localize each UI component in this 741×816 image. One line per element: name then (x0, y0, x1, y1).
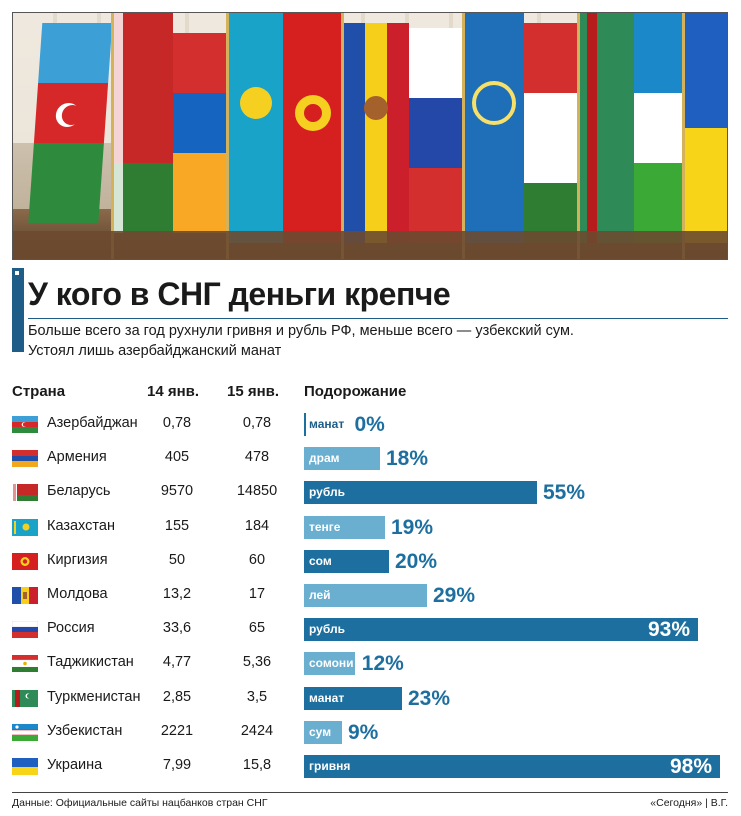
country-name: Узбекистан (47, 723, 123, 739)
flag-icon (12, 450, 38, 467)
rate-jan14: 9570 (160, 483, 194, 499)
title-accent-bar (12, 268, 24, 352)
rate-jan14: 13,2 (162, 586, 192, 602)
chart-title: У кого в СНГ деньги крепче (28, 276, 451, 312)
flags-illustration (13, 13, 727, 259)
flag-icon (12, 587, 38, 604)
header-country: Страна (12, 383, 66, 400)
title-underline (28, 318, 728, 319)
flag-icon (12, 758, 38, 775)
percent-label: 18% (386, 447, 429, 470)
bar (304, 447, 380, 470)
rate-jan15: 15,8 (242, 757, 272, 773)
country-name: Киргизия (47, 552, 108, 568)
rate-jan14: 2221 (160, 723, 194, 739)
footer-credit: «Сегодня» | В.Г. (650, 797, 728, 809)
rate-jan15: 65 (248, 620, 266, 636)
currency-label: манат (309, 691, 345, 705)
flag-icon (12, 690, 38, 707)
bar (304, 550, 389, 573)
footer-source: Данные: Официальные сайты нацбанков стра… (12, 797, 268, 809)
percent-label: 9% (348, 721, 379, 744)
bar (304, 584, 427, 607)
country-name: Армения (47, 449, 107, 465)
currency-label: сом (309, 554, 332, 568)
bar (304, 481, 537, 504)
header-rise: Подорожание (304, 383, 407, 400)
flag-icon (12, 655, 38, 672)
rate-jan14: 33,6 (162, 620, 192, 636)
header-jan15: 15 янв. (227, 383, 280, 400)
flag-icon (12, 484, 38, 501)
percent-label: 20% (395, 550, 438, 573)
currency-label: рубль (309, 622, 345, 636)
country-name: Молдова (47, 586, 108, 602)
bar (304, 687, 402, 710)
flag-icon (12, 621, 38, 638)
rate-jan15: 17 (248, 586, 266, 602)
bar (304, 516, 385, 539)
rate-jan14: 4,77 (162, 654, 192, 670)
currency-label: драм (309, 451, 340, 465)
country-name: Россия (47, 620, 95, 636)
flag-icon (12, 416, 38, 433)
currency-label: гривня (309, 759, 351, 773)
currency-label: лей (309, 588, 331, 602)
country-name: Туркменистан (47, 689, 141, 705)
currency-label: манат (309, 417, 345, 431)
rate-jan15: 5,36 (242, 654, 272, 670)
percent-label: 98% (669, 755, 712, 778)
percent-label: 55% (543, 481, 586, 504)
country-name: Казахстан (47, 518, 115, 534)
rate-jan15: 2424 (240, 723, 274, 739)
currency-label: рубль (309, 485, 345, 499)
flags-photo (12, 12, 728, 260)
rate-jan15: 3,5 (246, 689, 268, 705)
rate-jan14: 50 (168, 552, 186, 568)
country-name: Украина (47, 757, 103, 773)
currency-label: сомони (309, 656, 354, 670)
rate-jan14: 2,85 (162, 689, 192, 705)
flag-icon (12, 724, 38, 741)
bar (304, 413, 306, 436)
country-name: Беларусь (47, 483, 111, 499)
rate-jan15: 184 (244, 518, 270, 534)
rate-jan14: 7,99 (162, 757, 192, 773)
rate-jan14: 405 (164, 449, 190, 465)
percent-label: 0% (354, 413, 385, 436)
rate-jan14: 0,78 (162, 415, 192, 431)
percent-label: 19% (391, 516, 434, 539)
rate-jan14: 155 (164, 518, 190, 534)
currency-label: сум (309, 725, 332, 739)
flag-icon (12, 553, 38, 570)
country-name: Азербайджан (47, 415, 138, 431)
rate-jan15: 60 (248, 552, 266, 568)
rate-jan15: 14850 (236, 483, 278, 499)
bar (304, 618, 698, 641)
rate-jan15: 0,78 (242, 415, 272, 431)
percent-label: 23% (408, 687, 451, 710)
country-name: Таджикистан (47, 654, 134, 670)
percent-label: 93% (647, 618, 690, 641)
rate-jan15: 478 (244, 449, 270, 465)
percent-label: 29% (433, 584, 476, 607)
header-jan14: 14 янв. (147, 383, 200, 400)
currency-label: тенге (309, 520, 341, 534)
chart-subtitle: Больше всего за год рухнули гривня и руб… (28, 323, 574, 359)
percent-label: 12% (361, 652, 404, 675)
flag-icon (12, 519, 38, 536)
bar (304, 755, 720, 778)
footer-divider (12, 792, 728, 793)
bar (304, 652, 355, 675)
bar (304, 721, 342, 744)
